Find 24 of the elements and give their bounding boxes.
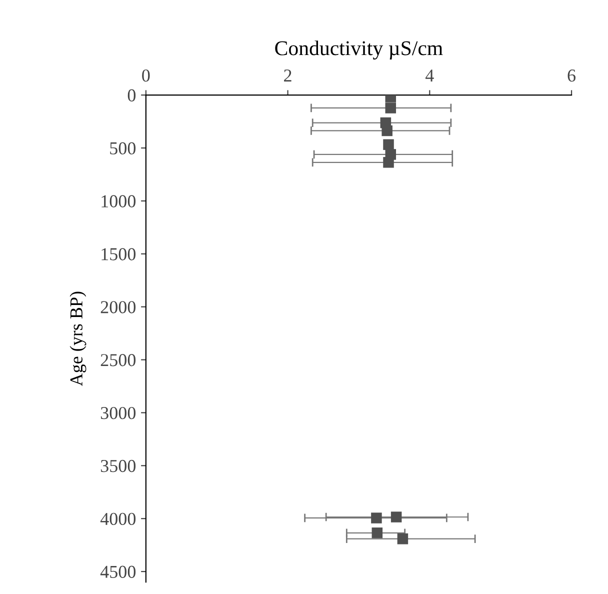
point bbox=[371, 512, 382, 524]
y-axis-title: Age (yrs BP) bbox=[70, 292, 86, 386]
point bbox=[390, 512, 402, 522]
y-tick-label: 0 bbox=[128, 89, 136, 102]
y-tick-label: 1500 bbox=[102, 248, 136, 260]
point bbox=[383, 139, 394, 150]
x-tick-label: 2 bbox=[284, 70, 292, 82]
point bbox=[383, 157, 394, 168]
y-tick-label: 4500 bbox=[100, 566, 136, 578]
point bbox=[397, 533, 408, 544]
y-tick-label: 500 bbox=[110, 142, 136, 154]
y-tick-label: 3000 bbox=[100, 406, 136, 420]
y-tick-label: 2000 bbox=[100, 301, 136, 314]
x-axis-title: Conductivity µS/cm bbox=[275, 40, 443, 60]
y-tick-label: 3500 bbox=[100, 460, 136, 472]
x-tick-label: 6 bbox=[568, 70, 576, 82]
point bbox=[382, 125, 392, 136]
x-tick-label: 4 bbox=[425, 70, 434, 82]
x-tick-label: 0 bbox=[142, 69, 150, 82]
y-tick-label: 4000 bbox=[100, 512, 136, 526]
y-tick-label: 1000 bbox=[102, 195, 136, 208]
point bbox=[372, 528, 383, 538]
point bbox=[385, 102, 396, 114]
y-tick-label: 2500 bbox=[100, 354, 136, 366]
